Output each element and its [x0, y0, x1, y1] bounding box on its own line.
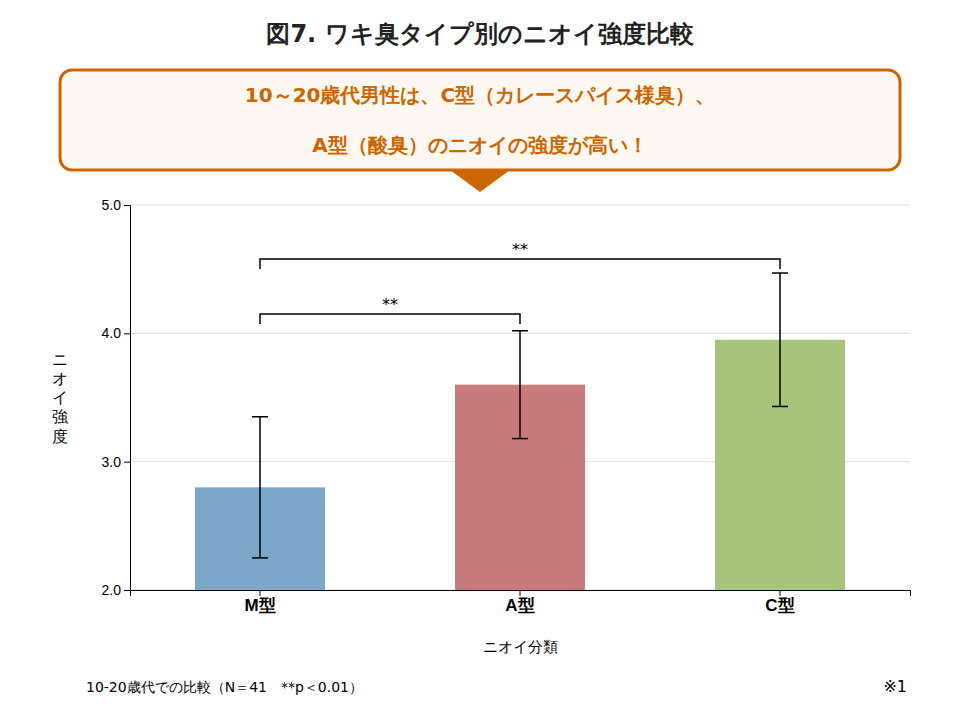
y-tick-mark	[124, 205, 130, 206]
significance-label: **	[512, 240, 528, 259]
x-tick: A型	[505, 590, 534, 615]
y-axis: 2.0 3.0 4.0 5.0	[102, 197, 131, 598]
y-axis-title-char: ニ	[52, 350, 68, 369]
footnote: ※1	[883, 677, 907, 696]
plot: ** ** 2.0 3.0 4.0 5.0 M型 A型 C型	[102, 197, 911, 720]
y-tick: 3.0	[102, 454, 130, 470]
x-tick: C型	[765, 590, 794, 615]
x-tick-label: M型	[244, 596, 275, 615]
error-cap	[772, 272, 788, 274]
y-tick-mark	[124, 333, 130, 334]
significance-bracket	[260, 314, 520, 324]
y-tick-label: 3.0	[102, 454, 122, 470]
error-cap	[772, 406, 788, 408]
error-cap	[252, 416, 268, 418]
error-line	[779, 273, 781, 406]
callout-text: 10～20歳代男性は、C型（カレースパイス様臭）、	[245, 83, 715, 107]
error-bar	[772, 273, 788, 406]
y-axis-title-char: オ	[52, 369, 68, 388]
y-axis-line	[124, 206, 131, 591]
x-axis-title: ニオイ分類	[483, 638, 558, 656]
error-cap	[252, 557, 268, 559]
x-tick-label: A型	[505, 596, 534, 615]
callout: 10～20歳代男性は、C型（カレースパイス様臭）、 A型（酸臭）のニオイの強度が高…	[60, 70, 900, 192]
y-tick-label: 2.0	[102, 582, 122, 598]
chart: 図7. ワキ臭タイプ別のニオイ強度比較 10～20歳代男性は、C型（カレースパイス…	[0, 0, 960, 720]
grid-line	[130, 205, 910, 206]
error-bar	[252, 417, 268, 558]
error-cap	[512, 330, 528, 332]
y-tick: 4.0	[102, 325, 130, 341]
error-line	[259, 417, 261, 558]
y-tick-mark	[124, 590, 130, 591]
x-axis: M型 A型 C型	[131, 590, 911, 615]
callout-pointer	[450, 170, 510, 192]
y-axis-title-char: 度	[52, 427, 68, 446]
marks	[195, 259, 845, 590]
x-tick: M型	[244, 590, 275, 615]
y-tick-label: 4.0	[102, 325, 122, 341]
y-axis-title: ニオイ強度	[52, 350, 68, 446]
callout-box	[60, 70, 900, 170]
y-tick-mark	[124, 462, 130, 463]
significance-bracket	[260, 259, 780, 269]
error-line	[519, 331, 521, 439]
significance-label: **	[382, 295, 398, 314]
y-tick-label: 5.0	[102, 197, 122, 213]
footnote: 10-20歳代での比較（N＝41 **p＜0.01）	[86, 679, 363, 695]
y-tick: 5.0	[102, 197, 130, 213]
y-axis-title-char: イ	[52, 388, 68, 407]
y-axis-title-char: 強	[52, 407, 68, 426]
callout-text: A型（酸臭）のニオイの強度が高い！	[312, 133, 647, 157]
error-bar	[512, 331, 528, 439]
error-cap	[512, 438, 528, 440]
title: 図7. ワキ臭タイプ別のニオイ強度比較	[266, 20, 694, 48]
x-tick-label: C型	[765, 596, 794, 615]
y-tick: 2.0	[102, 582, 130, 598]
